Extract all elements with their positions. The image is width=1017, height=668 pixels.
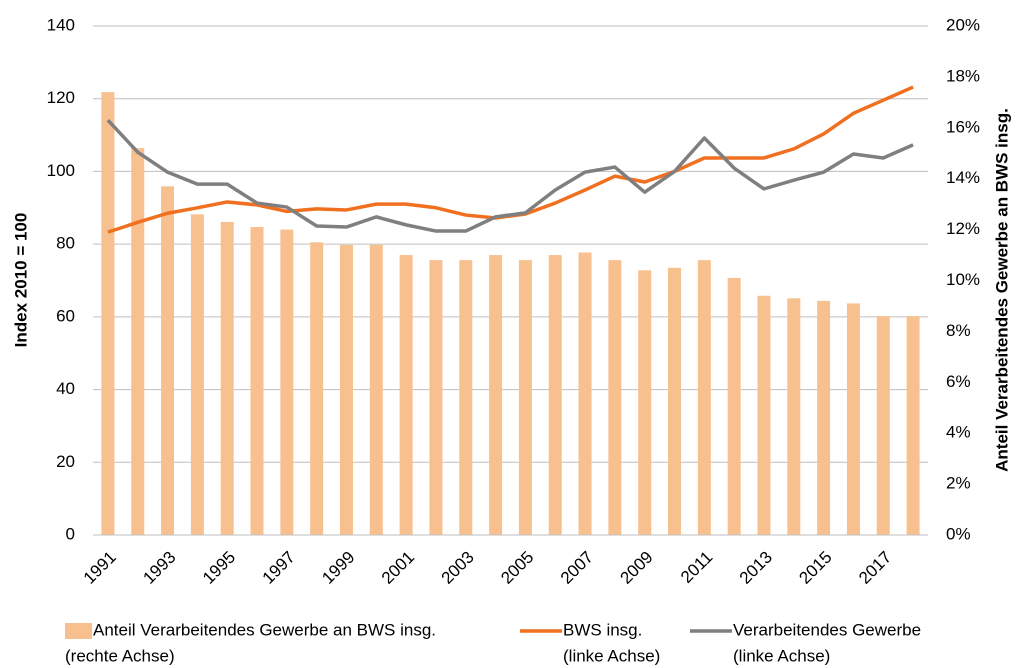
y-tick-label: 20 (56, 452, 75, 471)
x-tick-label: 1995 (199, 548, 239, 588)
legend-note: (rechte Achse) (65, 646, 175, 665)
x-tick-label: 2017 (855, 548, 895, 588)
bar (817, 300, 831, 535)
bar (787, 298, 801, 535)
x-tick-label: 1991 (80, 548, 120, 588)
bar (638, 270, 652, 535)
bar (190, 214, 204, 535)
y2-axis-label: Anteil Verarbeitendes Gewerbe an BWS ins… (992, 108, 1011, 472)
bar (369, 244, 383, 535)
y-axis-label: Index 2010 = 100 (11, 213, 30, 348)
x-tick-label: 2009 (617, 548, 657, 588)
bar (280, 229, 294, 535)
y-tick-label: 40 (56, 379, 75, 398)
y-tick-label: 60 (56, 306, 75, 325)
x-tick-label: 2011 (677, 548, 716, 587)
y2-tick-label: 12% (946, 219, 980, 238)
x-tick-label: 2007 (557, 548, 597, 588)
x-tick-label: 1997 (259, 548, 299, 588)
legend-label: Anteil Verarbeitendes Gewerbe an BWS ins… (93, 620, 436, 639)
bar (489, 255, 503, 536)
x-tick-label: 2013 (736, 548, 776, 588)
y2-tick-label: 6% (946, 372, 971, 391)
line-series (107, 85, 914, 234)
y2-tick-label: 18% (946, 66, 980, 85)
y-tick-label: 140 (47, 15, 75, 34)
x-tick-label: 2003 (438, 548, 478, 588)
x-tick-label: 1993 (139, 548, 179, 588)
legend-label: BWS insg. (563, 620, 642, 639)
x-tick-label: 2001 (378, 548, 418, 588)
bar (250, 227, 264, 535)
bar (846, 303, 860, 535)
bar (697, 260, 711, 535)
bar (757, 295, 771, 535)
bar (339, 244, 353, 535)
y2-tick-label: 2% (946, 474, 971, 493)
bar (220, 221, 234, 535)
y2-tick-label: 14% (946, 168, 980, 187)
bar (101, 92, 115, 536)
y2-tick-label: 0% (946, 524, 971, 543)
bar (161, 186, 175, 535)
bar (668, 267, 682, 535)
x-tick-label: 2015 (795, 548, 835, 588)
bar (459, 260, 473, 535)
y-tick-label: 0 (66, 524, 75, 543)
bar (578, 252, 592, 535)
bar (518, 260, 532, 535)
bar (906, 316, 920, 535)
x-tick-label: 2005 (497, 548, 537, 588)
legend-note: (linke Achse) (733, 646, 830, 665)
bar (608, 260, 622, 535)
bar (548, 255, 562, 536)
y2-tick-label: 8% (946, 321, 971, 340)
y2-tick-label: 20% (946, 15, 980, 34)
y2-tick-label: 16% (946, 117, 980, 136)
y-tick-label: 100 (47, 161, 75, 180)
y2-tick-label: 4% (946, 423, 971, 442)
legend-swatch (65, 623, 92, 639)
bar (876, 316, 890, 535)
bar (429, 260, 443, 535)
bar (399, 255, 413, 536)
legend-label: Verarbeitendes Gewerbe (733, 620, 921, 639)
bar (727, 277, 741, 535)
x-tick-label: 1999 (318, 548, 358, 588)
legend-note: (linke Achse) (563, 646, 660, 665)
bar (310, 242, 324, 535)
line-series (106, 118, 914, 233)
y-tick-label: 120 (47, 88, 75, 107)
bar (131, 148, 145, 535)
y2-tick-label: 10% (946, 270, 980, 289)
y-tick-label: 80 (56, 234, 75, 253)
